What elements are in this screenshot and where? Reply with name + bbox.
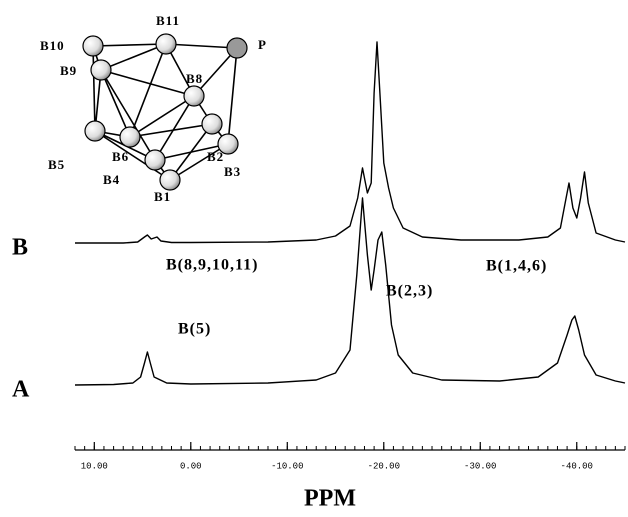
trace-label: B [12,235,28,261]
atom [83,36,103,56]
atom [184,86,204,106]
atom [160,170,180,190]
atom-label: B11 [156,13,180,28]
structure: B10 B11 P B9 B8 B6 B2 B5 B4 B3 B1 [40,13,267,204]
peak-label: B(5) [178,321,211,338]
x-tick-label: 10.00 [81,461,108,471]
atom-label: P [258,37,267,52]
spectrum [75,42,625,243]
atom-label: B8 [186,71,203,86]
atoms [83,34,247,190]
atom-label: B2 [207,149,224,164]
atom-label: B6 [112,149,129,164]
trace-label: A [12,377,30,403]
x-tick-label: -30.00 [464,461,496,471]
atom-label: B9 [60,63,77,78]
atom [156,34,176,54]
x-tick-label: 0.00 [180,461,202,471]
chart: B10 B11 P B9 B8 B6 B2 B5 B4 B3 B1 B(8,9,… [0,0,628,517]
x-tick-label: -40.00 [561,461,593,471]
atom-label: B5 [48,157,65,172]
atom [202,114,222,134]
atom-label: B10 [40,38,65,53]
x-axis-label: PPM [304,486,356,512]
atom [227,38,247,58]
atom [120,127,140,147]
atom-label: B3 [224,164,241,179]
atom-label: B4 [103,172,120,187]
atom [91,60,111,80]
peak-label: B(2,3) [386,283,433,300]
x-tick-label: -10.00 [271,461,303,471]
peak-label: B(1,4,6) [486,258,547,275]
atom-label: B1 [154,189,171,204]
x-tick-label: -20.00 [368,461,400,471]
atom [145,150,165,170]
peak-label: B(8,9,10,11) [166,257,258,274]
atom [85,121,105,141]
